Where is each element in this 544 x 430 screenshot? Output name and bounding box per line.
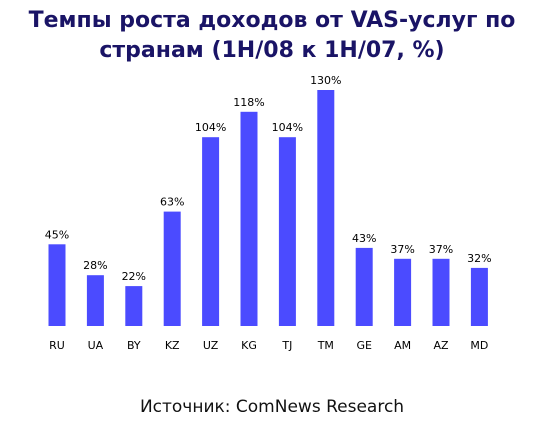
bar-tj [278, 137, 296, 326]
tick-label-tj: TJ [281, 339, 292, 352]
tick-label-md: MD [470, 339, 488, 352]
data-label-tj: 104% [272, 121, 303, 134]
bar-ua [86, 275, 104, 326]
tick-label-kg: KG [241, 339, 257, 352]
tick-label-am: AM [394, 339, 411, 352]
bar-az [432, 258, 450, 326]
tick-label-ua: UA [88, 339, 104, 352]
bar-kg [240, 111, 258, 326]
source-note: Источник: ComNews Research [139, 397, 405, 417]
bar-tm [317, 90, 335, 326]
data-label-by: 22% [122, 270, 146, 283]
bar-ge [355, 247, 373, 326]
data-label-kz: 63% [160, 196, 184, 209]
data-label-md: 32% [467, 252, 491, 265]
tick-label-ru: RU [49, 339, 65, 352]
bar-am [394, 258, 412, 326]
tick-label-tm: TM [317, 339, 334, 352]
data-label-az: 37% [429, 243, 453, 256]
data-label-ru: 45% [45, 228, 69, 241]
data-label-ge: 43% [352, 232, 376, 245]
bar-md [470, 267, 488, 326]
bar-by [125, 286, 143, 326]
tick-label-az: AZ [433, 339, 449, 352]
data-label-kg: 118% [233, 96, 264, 109]
chart-title: Темпы роста доходов от VAS-услуг по стра… [0, 6, 544, 66]
tick-label-kz: KZ [165, 339, 180, 352]
tick-label-by: BY [127, 339, 141, 352]
bar-ru [48, 244, 66, 326]
data-label-uz: 104% [195, 121, 226, 134]
bar-uz [202, 137, 220, 326]
data-label-am: 37% [390, 243, 414, 256]
tick-label-uz: UZ [203, 339, 219, 352]
tick-label-ge: GE [356, 339, 372, 352]
chart-title-line-1: Темпы роста доходов от VAS-услуг по [28, 8, 516, 33]
chart-title-line-2: странам (1H/08 к 1H/07, %) [99, 38, 445, 63]
data-label-tm: 130% [310, 74, 341, 87]
bar-kz [163, 211, 181, 326]
data-label-ua: 28% [83, 259, 107, 272]
